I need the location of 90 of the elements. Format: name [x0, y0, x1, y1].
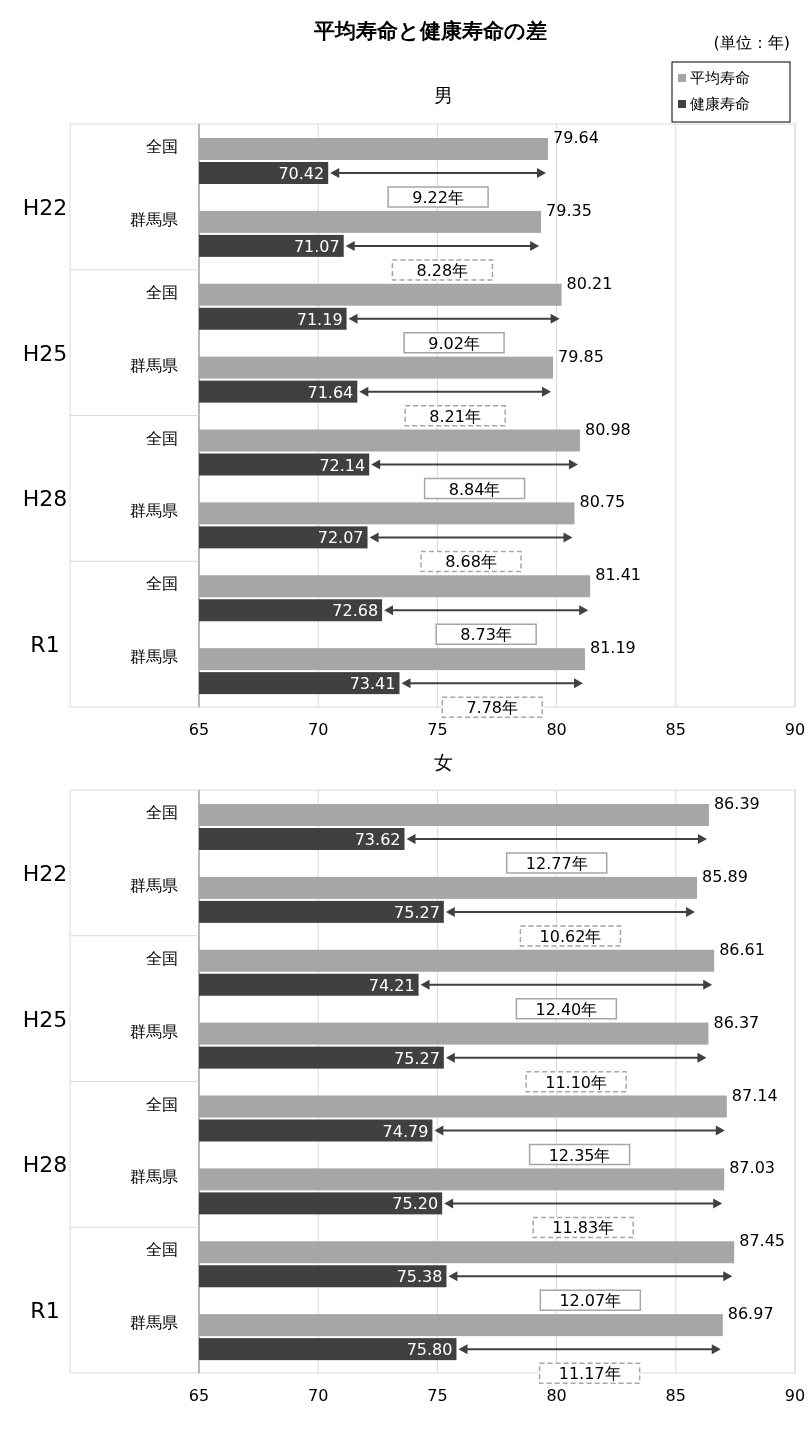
- chart-subtitle: 男: [433, 84, 453, 106]
- annotation: 12.77年: [525, 854, 588, 873]
- annotation: 11.17年: [558, 1364, 621, 1384]
- annotation: 8.68年: [445, 552, 497, 572]
- data-label: 81.19: [589, 638, 636, 658]
- data-label: 86.97: [727, 1304, 774, 1324]
- data-label: 72.68: [332, 601, 379, 621]
- text: H25: [22, 340, 68, 366]
- annotation: 7.78年: [466, 698, 519, 718]
- x-tick-label: 75: [427, 720, 448, 739]
- y-tick-label: 群馬県: [130, 209, 178, 229]
- y-tick-label: 群馬県: [130, 875, 178, 895]
- text: H22: [22, 860, 68, 886]
- annotation: 12.35年: [548, 1145, 611, 1165]
- legend-label: 健康寿命: [690, 95, 750, 113]
- data-label: 73.41: [349, 674, 396, 694]
- text: H25: [22, 1006, 68, 1032]
- data-label: 87.45: [739, 1231, 786, 1251]
- y-tick-label: 群馬県: [130, 1021, 178, 1041]
- data-label: 71.07: [293, 236, 340, 256]
- annotation: 10.62年: [539, 926, 602, 946]
- y-tick-label: 群馬県: [130, 1167, 178, 1187]
- y-tick-label: 群馬県: [130, 501, 178, 521]
- data-label: 72.07: [317, 528, 364, 548]
- data-label: 75.20: [392, 1194, 439, 1214]
- annotation: 8.84年: [448, 479, 501, 499]
- data-label: 87.14: [731, 1085, 778, 1105]
- data-label: 75.27: [394, 1048, 440, 1068]
- annotation: 11.83年: [552, 1218, 615, 1238]
- annotation: 12.07年: [559, 1291, 622, 1311]
- y-tick-label: 全国: [146, 1240, 178, 1260]
- x-tick-label: 75: [427, 1386, 448, 1405]
- annotation: 8.21年: [429, 406, 481, 426]
- legend-label: 平均寿命: [690, 69, 750, 87]
- data-label: 87.03: [729, 1158, 776, 1178]
- data-label: 80.98: [584, 419, 631, 439]
- text: R1: [30, 632, 60, 658]
- data-label: 80.75: [579, 492, 626, 512]
- y-tick-label: 全国: [146, 428, 178, 448]
- data-label: 86.37: [713, 1012, 760, 1032]
- y-tick-label: 全国: [146, 282, 178, 302]
- x-tick-label: 90: [784, 720, 806, 739]
- text: H28: [22, 1152, 68, 1178]
- text: H22: [22, 194, 68, 220]
- data-label: 86.61: [719, 939, 765, 959]
- text: (単位：年): [713, 33, 790, 52]
- data-label: 80.21: [566, 273, 613, 293]
- data-label: 75.27: [394, 902, 440, 922]
- y-tick-label: 群馬県: [130, 1313, 178, 1333]
- annotation: 9.02年: [428, 333, 480, 353]
- data-label: 79.35: [546, 200, 592, 220]
- data-label: 73.62: [354, 830, 401, 849]
- y-tick-label: 全国: [146, 1094, 178, 1114]
- data-label: 72.14: [319, 455, 366, 475]
- data-label: 74.21: [368, 975, 415, 995]
- data-label: 71.64: [307, 382, 354, 402]
- data-label: 75.38: [396, 1267, 443, 1287]
- annotation: 8.73年: [460, 625, 512, 645]
- data-label: 74.79: [382, 1121, 429, 1141]
- y-tick-label: 全国: [146, 948, 178, 968]
- text: H28: [22, 486, 68, 512]
- data-label: 79.85: [558, 346, 604, 366]
- x-tick-label: 85: [665, 720, 686, 739]
- x-tick-label: 90: [784, 1386, 806, 1405]
- data-label: 75.80: [406, 1340, 453, 1360]
- annotation: 8.28年: [416, 260, 469, 280]
- data-label: 79.64: [553, 128, 599, 147]
- annotation: 11.10年: [545, 1072, 608, 1092]
- data-label: 70.42: [278, 164, 325, 183]
- y-tick-label: 全国: [146, 803, 178, 822]
- x-tick-label: 65: [188, 720, 210, 739]
- data-label: 85.89: [702, 866, 748, 886]
- x-tick-label: 70: [308, 720, 329, 739]
- annotation: 12.40年: [535, 999, 598, 1019]
- data-label: 86.39: [713, 794, 760, 813]
- y-tick-label: 群馬県: [130, 355, 178, 375]
- x-tick-label: 70: [308, 1386, 329, 1405]
- x-tick-label: 65: [188, 1386, 210, 1405]
- y-tick-label: 全国: [146, 137, 178, 156]
- y-tick-label: 群馬県: [130, 647, 178, 667]
- y-tick-label: 全国: [146, 574, 178, 594]
- x-tick-label: 85: [665, 1386, 686, 1405]
- x-tick-label: 80: [546, 720, 567, 739]
- data-label: 71.19: [296, 309, 343, 329]
- chart-title: 平均寿命と健康寿命の差: [312, 19, 547, 43]
- chart-title: 女: [433, 751, 453, 773]
- x-tick-label: 80: [546, 1386, 567, 1405]
- data-label: 81.41: [595, 565, 642, 585]
- annotation: 9.22年: [412, 188, 464, 207]
- text: R1: [30, 1298, 60, 1324]
